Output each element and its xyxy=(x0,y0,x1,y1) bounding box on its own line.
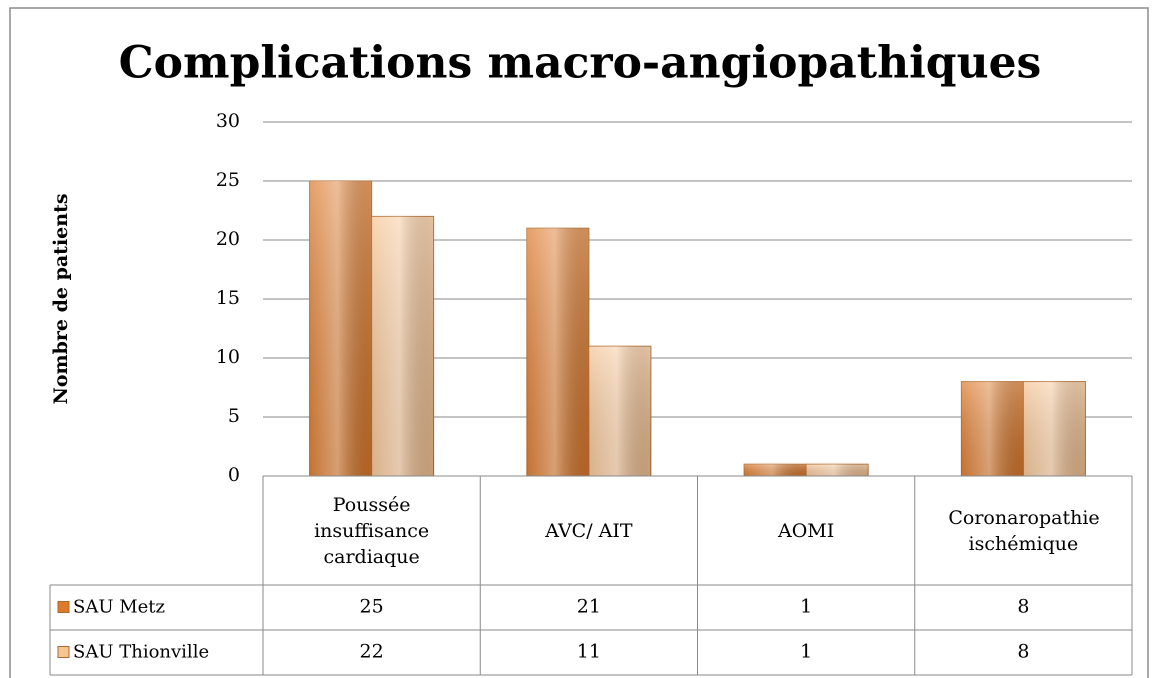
bar-face xyxy=(588,346,651,476)
table-value: 21 xyxy=(577,596,601,618)
y-tick-label: 20 xyxy=(216,228,240,250)
bar xyxy=(960,381,1024,477)
y-tick-label: 25 xyxy=(216,169,240,191)
bar-face xyxy=(309,181,372,476)
x-tick-label: Poussée insuffisance cardiaque xyxy=(263,476,480,585)
legend-swatch xyxy=(57,601,70,613)
legend-swatch xyxy=(57,646,70,658)
x-tick-label: Coronaropathie ischémique xyxy=(915,476,1132,585)
table-value: 1 xyxy=(800,641,812,663)
bar-face xyxy=(1023,381,1086,476)
bar-face xyxy=(744,464,807,476)
legend-label: SAU Metz xyxy=(73,597,165,618)
bar xyxy=(1022,381,1086,477)
table-value: 22 xyxy=(360,641,384,663)
bar xyxy=(371,215,435,477)
x-tick-text: AOMI xyxy=(777,519,835,542)
x-tick-label: AVC/ AIT xyxy=(480,476,697,585)
bar xyxy=(309,180,373,477)
x-tick-label: AOMI xyxy=(698,476,915,585)
bar xyxy=(805,463,869,477)
table-value: 11 xyxy=(577,641,601,663)
bar xyxy=(743,463,807,477)
y-tick-label: 10 xyxy=(216,346,240,368)
bar xyxy=(588,345,652,477)
legend-label: SAU Thionville xyxy=(73,642,209,663)
bar-face xyxy=(371,216,434,476)
chart-border xyxy=(9,7,1149,678)
x-tick-text: Coronaropathie ischémique xyxy=(948,506,1100,555)
bar-face xyxy=(961,381,1024,476)
table-value: 25 xyxy=(360,596,384,618)
table-value: 8 xyxy=(1017,641,1029,663)
bar xyxy=(526,227,590,477)
bar-face xyxy=(806,464,869,476)
y-tick-label: 5 xyxy=(228,405,240,427)
x-tick-text: Poussée insuffisance cardiaque xyxy=(314,493,430,568)
bar-face xyxy=(526,228,589,476)
y-tick-label: 30 xyxy=(216,110,240,132)
table-value: 1 xyxy=(800,596,812,618)
chart-title: Complications macro-angiopathiques xyxy=(119,38,1042,89)
table-value: 8 xyxy=(1017,596,1029,618)
y-axis-label: Nombre de patients xyxy=(50,193,72,404)
y-tick-label: 0 xyxy=(228,464,240,486)
x-tick-text: AVC/ AIT xyxy=(545,519,633,542)
y-tick-label: 15 xyxy=(216,287,240,309)
